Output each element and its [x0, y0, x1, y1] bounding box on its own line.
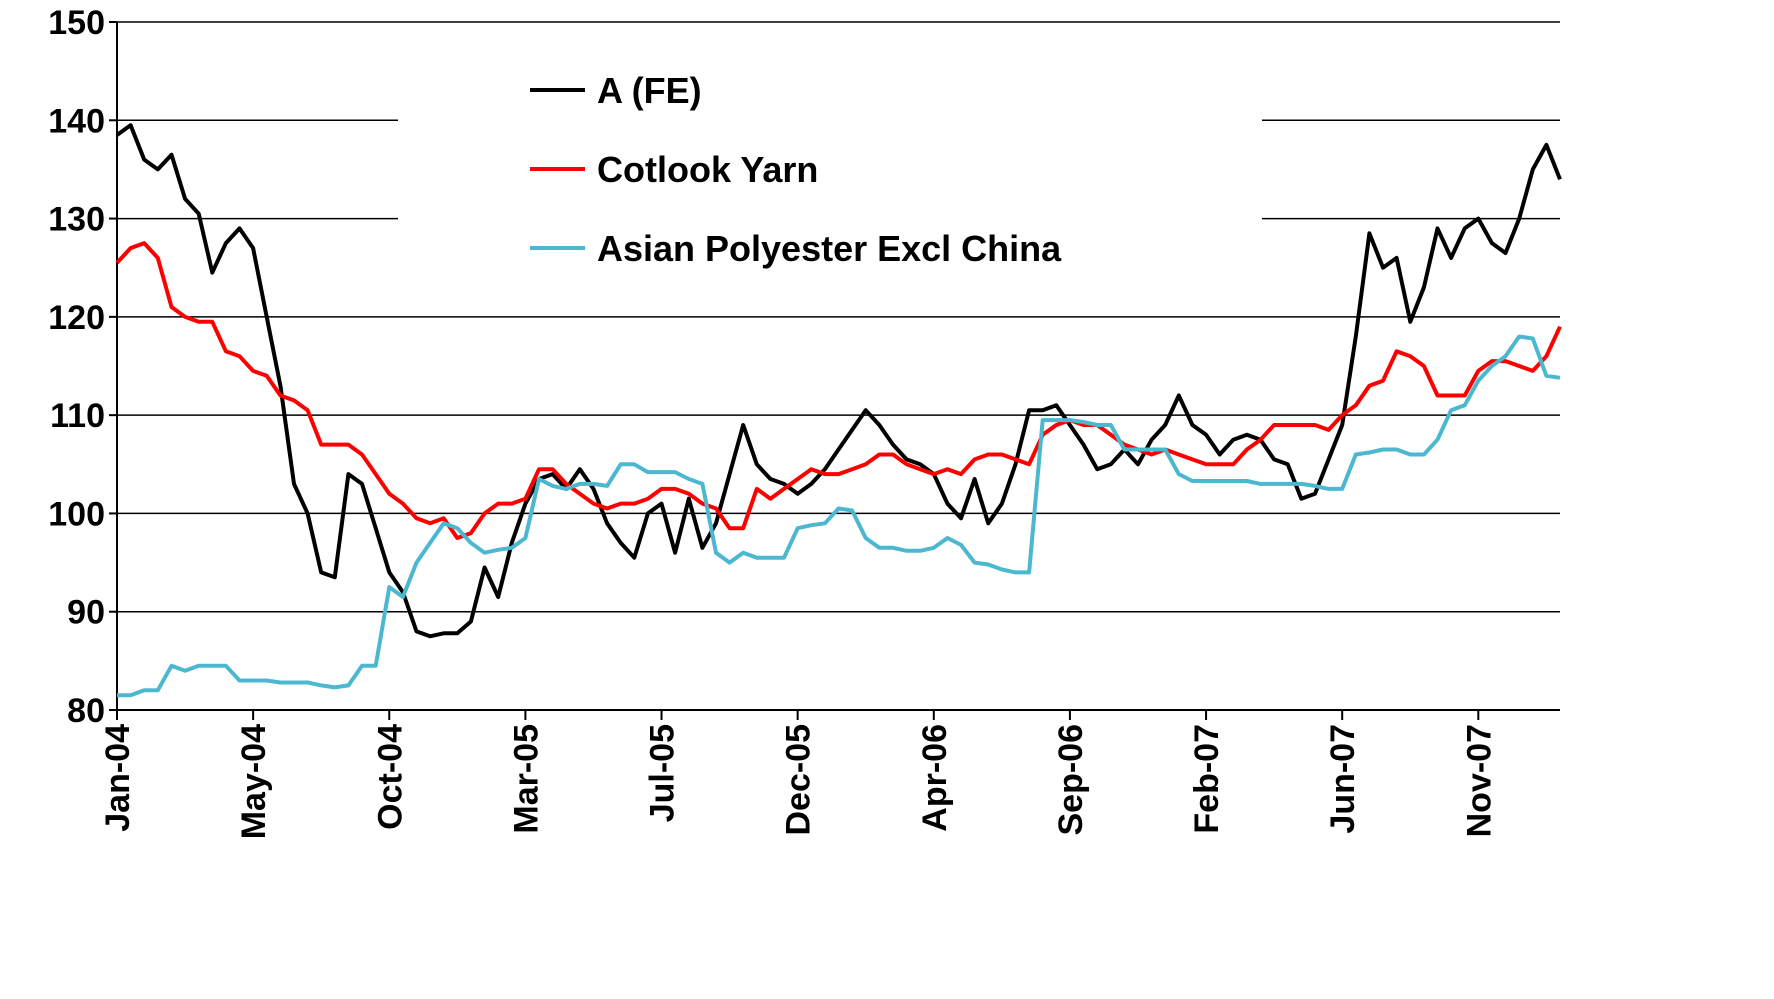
x-tick-label: Nov-07 [1460, 724, 1498, 837]
y-tick-label: 120 [48, 299, 105, 337]
lines [115, 123, 1562, 698]
x-tick-label: Feb-07 [1188, 724, 1226, 834]
y-tick-label: 150 [48, 4, 105, 42]
x-tick-label: Mar-05 [507, 724, 545, 834]
y-tick-label: 90 [67, 594, 105, 632]
series-line [117, 334, 1561, 698]
y-tick-label: 100 [48, 495, 105, 533]
legend-label: Cotlook Yarn [597, 149, 818, 190]
x-tick-label: May-04 [235, 724, 273, 839]
x-tick-label: Sep-06 [1052, 724, 1090, 836]
y-tick-label: 140 [48, 102, 105, 140]
y-tick-label: 110 [50, 397, 105, 435]
legend-background [398, 40, 1262, 270]
y-tick-label: 130 [48, 201, 105, 239]
x-tick-label: Jul-05 [644, 724, 682, 822]
series-line [115, 241, 1562, 540]
legend: A (FE) Cotlook Yarn Asian Polyester Excl C… [530, 70, 1062, 269]
series-line [115, 123, 1562, 639]
x-tick-label: Jan-04 [99, 724, 137, 832]
x-tick-label: Oct-04 [371, 724, 409, 830]
y-tick-label: 80 [67, 692, 105, 730]
x-tick-label: Jun-07 [1324, 724, 1362, 834]
x-tick-label: Apr-06 [916, 724, 954, 832]
legend-label: Asian Polyester Excl China [597, 228, 1062, 269]
legend-label: A (FE) [597, 70, 702, 111]
x-tick-label: Dec-05 [780, 724, 818, 836]
